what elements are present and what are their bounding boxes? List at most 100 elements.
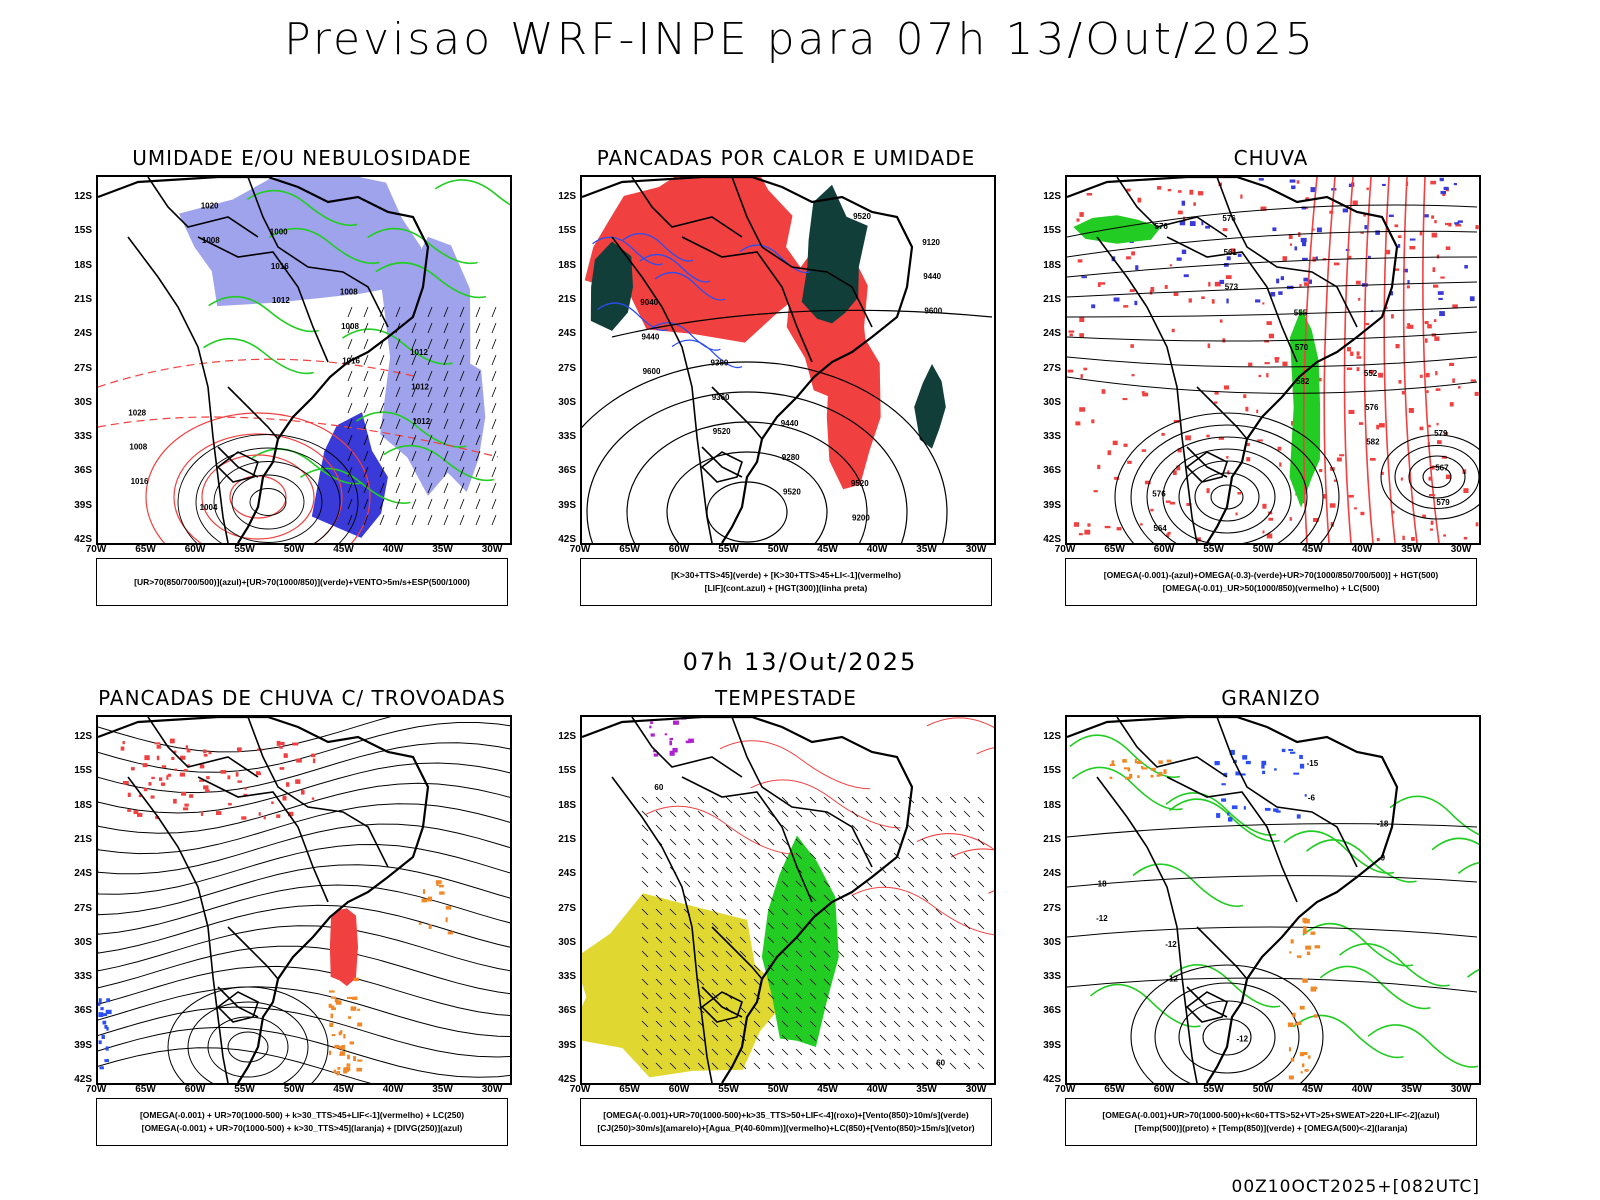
lon-tick-label: 60W: [184, 544, 206, 555]
country-borders: [127, 177, 389, 543]
lon-tick-label: 60W: [668, 544, 690, 555]
lon-tick-label: 35W: [916, 1084, 937, 1095]
page-title: Previsao WRF-INPE para 07h 13/Out/2025: [284, 14, 1316, 65]
contour-label: 9440: [642, 333, 660, 342]
lon-tick-label: 70W: [569, 1084, 591, 1095]
lon-tick-label: 45W: [1302, 1084, 1323, 1095]
contour-label: -18: [1095, 880, 1107, 889]
weather-map: 9600 9600 9520 9520 9520 9440 9440 9360 9280 9200…: [580, 175, 996, 545]
contour-label: 1016: [271, 262, 289, 271]
contour-label: 1012: [412, 417, 430, 426]
legend-line: [CJ(250)>30m/s](amarelo)+[Agua_P(40-60mm…: [597, 1123, 975, 1133]
lat-tick-label: 24S: [1043, 868, 1061, 880]
lon-tick-label: 50W: [767, 1084, 789, 1095]
panel-title: TEMPESTADE: [715, 686, 857, 710]
lat-tick-label: 21S: [1043, 833, 1061, 845]
lon-tick-label: 50W: [283, 1084, 305, 1095]
contour-label: 582: [1296, 377, 1310, 386]
lon-tick-label: 65W: [619, 544, 640, 555]
contour-label: 9600: [924, 307, 942, 316]
lat-tick-label: 39S: [558, 499, 576, 511]
lat-tick-label: 12S: [74, 731, 92, 742]
country-borders: [1096, 717, 1358, 1083]
weather-map: 582 582 579 576 573 570 576 567 564 561 555 552 579 5…: [1065, 175, 1481, 545]
lat-tick-label: 21S: [74, 293, 92, 305]
contour-label: 576: [1222, 214, 1236, 223]
contour-label: 1008: [340, 288, 358, 297]
legend-line: [OMEGA(-0.001) + UR>70(1000-500) + k>30_…: [139, 1110, 465, 1120]
legend-box: [K>30+TTS>45](verde) + [K>30+TTS>45+LI<-…: [580, 558, 992, 606]
lon-tick-label: 35W: [1401, 544, 1422, 555]
contour-label: -12: [1165, 940, 1177, 949]
lat-tick-label: 36S: [1043, 465, 1061, 477]
contour-label: 1020: [201, 201, 219, 210]
lat-tick-label: 12S: [558, 191, 576, 202]
contour-label: 582: [1366, 438, 1380, 447]
contour-label: 1008: [202, 236, 220, 245]
lon-tick-label: 65W: [1104, 544, 1125, 555]
lon-tick-label: 60W: [184, 1084, 206, 1095]
lat-tick-label: 27S: [558, 902, 576, 914]
contour-label: 9520: [853, 212, 871, 221]
lon-tick-label: 55W: [718, 1084, 739, 1095]
lat-tick-label: 30S: [558, 396, 576, 408]
contour-label: -12: [1166, 974, 1178, 983]
contour-label: 9600: [643, 367, 661, 376]
contour-label: 60: [654, 783, 663, 792]
legend-line: [OMEGA(-0.01)_UR>50(1000/850)(vermelho) …: [1162, 583, 1380, 593]
country-borders: [611, 717, 873, 1083]
lon-tick-label: 40W: [382, 1084, 404, 1095]
map-svg: -6 -9 -12 -12 -12 -15 -18 -18 -12: [1067, 717, 1479, 1083]
contour-label: 576: [1152, 490, 1166, 499]
contour-label: 1012: [272, 296, 290, 305]
lat-tick-label: 18S: [558, 799, 576, 811]
lat-tick-label: 24S: [74, 868, 92, 880]
run-timestamp: 00Z10OCT2025+[082UTC]: [1231, 1177, 1480, 1197]
lat-tick-label: 39S: [1043, 1039, 1061, 1051]
weather-map: 1008 1012 1016 1012 1016 1020 1016 1008 1012 1008…: [96, 175, 512, 545]
lon-tick-label: 45W: [1302, 544, 1323, 555]
lat-tick-label: 39S: [558, 1039, 576, 1051]
lat-tick-label: 15S: [1043, 225, 1061, 237]
lat-tick-label: 30S: [558, 936, 576, 948]
lat-tick-label: 33S: [74, 431, 92, 443]
map-svg: [98, 717, 510, 1083]
lat-tick-label: 30S: [1043, 936, 1061, 948]
contour-label: 1016: [131, 477, 149, 486]
lat-tick-label: 15S: [1043, 765, 1061, 777]
lat-tick-label: 18S: [558, 259, 576, 271]
legend-line: [OMEGA(-0.001)+UR>70(1000-500)+k>35_TTS>…: [603, 1110, 969, 1120]
lat-tick-label: 24S: [558, 868, 576, 880]
lat-tick-label: 27S: [74, 362, 92, 374]
lon-tick-label: 65W: [135, 544, 156, 555]
lat-tick-label: 36S: [558, 465, 576, 477]
lon-tick-label: 70W: [569, 544, 591, 555]
lat-tick-label: 36S: [74, 1005, 92, 1017]
lon-tick-label: 70W: [85, 544, 107, 555]
lon-tick-label: 55W: [234, 1084, 255, 1095]
lat-tick-label: 15S: [74, 765, 92, 777]
contour-label: 576: [1155, 222, 1169, 231]
lon-tick-label: 65W: [135, 1084, 156, 1095]
contour-label: 9200: [852, 514, 870, 523]
lat-tick-label: 24S: [558, 328, 576, 340]
lat-tick-label: 15S: [558, 765, 576, 777]
lon-tick-label: 30W: [481, 1084, 503, 1095]
lat-tick-label: 33S: [1043, 431, 1061, 443]
contour-label: 573: [1225, 283, 1239, 292]
contour-label: -12: [1237, 1035, 1249, 1044]
lon-tick-label: 40W: [866, 544, 888, 555]
weather-map: -6 -9 -12 -12 -12 -15 -18 -18 -12: [1065, 715, 1481, 1085]
contour-label: 552: [1364, 369, 1378, 378]
map-svg: 1008 1012 1016 1012 1016 1020 1016 1008 1012 1008…: [98, 177, 510, 543]
coastline: [98, 717, 430, 1083]
contour-label: -9: [1378, 854, 1386, 863]
lat-tick-label: 15S: [74, 225, 92, 237]
lon-tick-label: 35W: [916, 544, 937, 555]
panel-title: GRANIZO: [1221, 686, 1321, 710]
lon-tick-label: 50W: [1252, 1084, 1274, 1095]
coastline: [98, 177, 430, 543]
lon-tick-label: 65W: [619, 1084, 640, 1095]
contour-label: 555: [1294, 309, 1308, 318]
lon-tick-label: 45W: [333, 544, 354, 555]
